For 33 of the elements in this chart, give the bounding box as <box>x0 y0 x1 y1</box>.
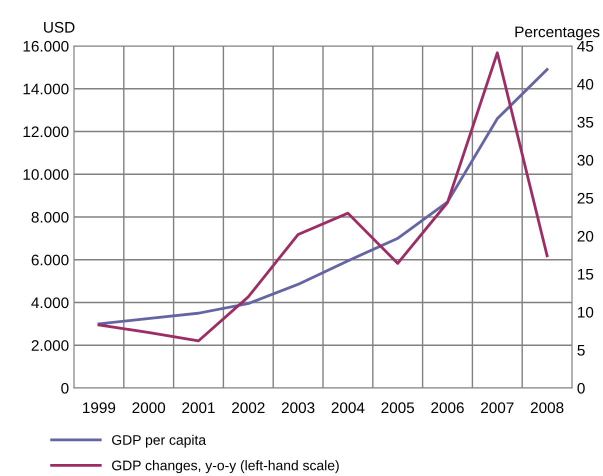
x-tick-label: 2005 <box>381 402 414 414</box>
y-tick-label: 6.000 <box>32 254 69 266</box>
y2-tick-label: 15 <box>578 269 594 280</box>
y-tick-label: 14.000 <box>24 84 69 94</box>
x-tick-label: 2006 <box>431 402 464 414</box>
y-tick-label: 2.000 <box>32 340 69 351</box>
x-tick-label: 2000 <box>132 402 166 414</box>
y2-tick-label: 25 <box>578 192 594 204</box>
y-tick-label: 16.000 <box>24 40 69 52</box>
x-tick-label: 2008 <box>530 402 564 414</box>
y-tick-label: 10.000 <box>24 169 69 180</box>
y2-axis-title: Percentages <box>515 26 600 40</box>
y2-tick-label: 35 <box>577 116 594 128</box>
x-tick-label: 2007 <box>481 402 514 414</box>
y-tick-label: 12.000 <box>24 126 69 138</box>
y-tick-label: 4.000 <box>31 297 69 308</box>
x-tick-label: 2004 <box>332 402 364 414</box>
y2-tick-label: 10 <box>578 306 594 318</box>
y2-tick-label: 40 <box>577 78 594 90</box>
legend-label: GDP changes, y-o-y (left-hand scale) <box>112 460 339 474</box>
x-tick-label: 2001 <box>182 402 215 414</box>
y-axis-title: USD <box>44 22 74 33</box>
y2-tick-label: 0 <box>577 382 585 394</box>
x-tick-label: 2002 <box>232 402 265 414</box>
y2-tick-label: 5 <box>577 345 585 356</box>
x-tick-label: 2003 <box>282 402 314 414</box>
y2-tick-label: 20 <box>578 230 594 242</box>
y-tick-label: 8.000 <box>32 212 69 223</box>
y-tick-label: 0 <box>61 382 69 394</box>
legend-label: GDP per capita <box>112 434 206 448</box>
y2-tick-label: 30 <box>577 154 594 166</box>
x-tick-label: 1999 <box>83 402 116 414</box>
y2-tick-label: 45 <box>577 41 594 52</box>
